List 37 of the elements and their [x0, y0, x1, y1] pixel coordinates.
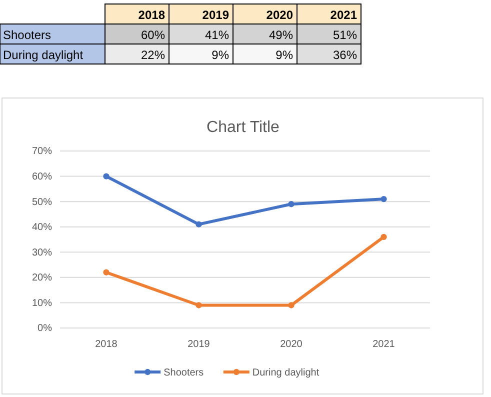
- point: [196, 221, 202, 228]
- y-tick-label: 40%: [32, 222, 52, 234]
- y-tick-label: 20%: [32, 272, 52, 284]
- data-label: 9%: [212, 48, 230, 62]
- data-label: 41%: [204, 28, 230, 42]
- y-tick-label: Shooters: [3, 28, 52, 42]
- data-label: 60%: [140, 28, 166, 42]
- y-tick-label: 0%: [38, 323, 52, 334]
- point: [288, 201, 294, 208]
- y-tick-label: 70%: [32, 146, 52, 158]
- x-tick-label: 2019: [202, 8, 230, 22]
- data-label: 49%: [268, 28, 294, 42]
- y-tick-label: 60%: [32, 171, 52, 182]
- x-tick-label: 2020: [280, 339, 303, 350]
- point: [103, 173, 110, 180]
- point: [196, 302, 202, 308]
- y-tick-label: 10%: [32, 298, 52, 309]
- x-tick-label: 2020: [266, 8, 294, 22]
- chart-title: Chart Title: [206, 119, 280, 136]
- data-label: 22%: [140, 48, 166, 62]
- y-tick-label: 30%: [32, 247, 52, 258]
- point: [288, 302, 294, 308]
- data-label: 9%: [276, 48, 294, 62]
- x-tick-label: 2021: [372, 339, 396, 350]
- legend-label: During daylight: [252, 368, 320, 378]
- x-tick-label: 2019: [188, 339, 210, 350]
- point: [380, 196, 387, 202]
- point: [103, 269, 110, 276]
- data-label: 51%: [332, 28, 358, 42]
- x-tick-label: 2018: [95, 339, 118, 350]
- x-tick-label: 2021: [330, 8, 358, 22]
- x-tick-label: 2018: [138, 8, 166, 22]
- y-tick-label: 50%: [32, 196, 52, 208]
- point: [380, 234, 387, 240]
- legend-label: Shooters: [164, 368, 204, 378]
- y-tick-label: During daylight: [3, 48, 84, 62]
- data-label: 36%: [332, 48, 358, 62]
